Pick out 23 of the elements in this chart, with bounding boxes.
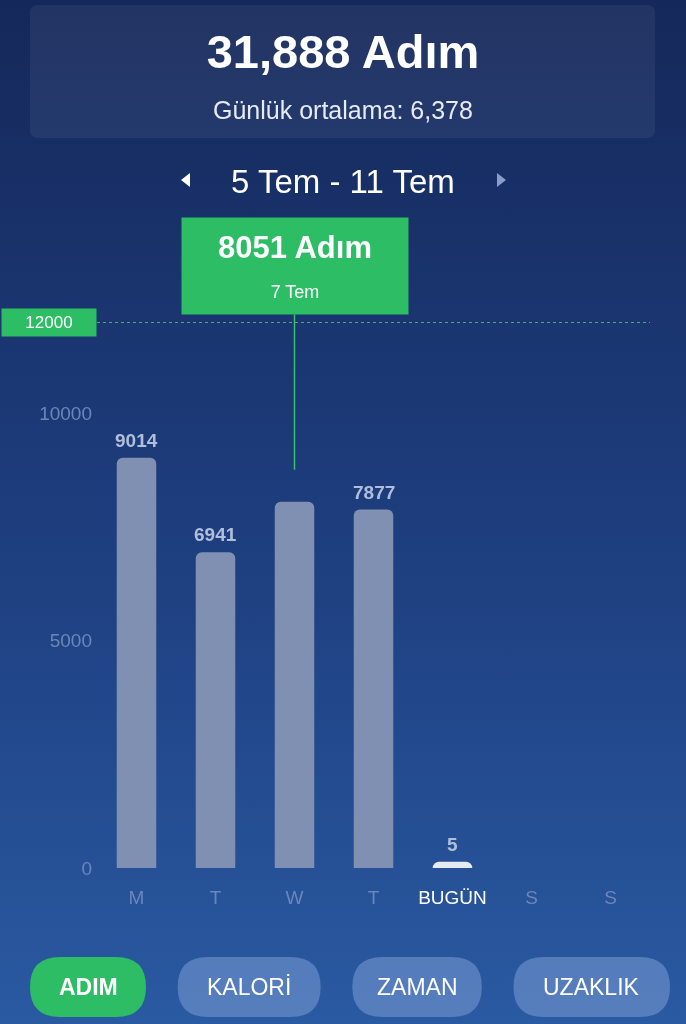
x-tick-label: M: [128, 887, 145, 908]
chart-title: 31,888 Adım: [206, 25, 480, 79]
data-label: 9014: [115, 430, 158, 451]
data-label: 5: [447, 834, 458, 855]
text: UZAKLIK: [543, 974, 640, 1000]
y-tick-label: 0: [81, 857, 92, 879]
x-tick-label: S: [525, 887, 538, 908]
x-tick-label: T: [367, 887, 380, 908]
x-tick-label: T: [209, 887, 222, 908]
y-tick-label: 10000: [39, 402, 92, 424]
data-label: 6941: [194, 524, 237, 545]
x-tick-label: S: [604, 887, 617, 908]
chart-subtitle: Günlük ortalama: 6,378: [213, 96, 473, 124]
text: ZAMAN: [377, 974, 458, 1000]
text: 5 Tem - 11 Tem: [231, 163, 455, 200]
annotation: 8051 Adım 7 Tem: [218, 230, 372, 303]
data-label: 7877: [353, 482, 396, 503]
y-tick-label: 5000: [49, 630, 92, 652]
text: ADIM: [59, 974, 118, 1000]
text: KALORİ: [207, 974, 292, 1000]
x-tick-label: BUGÜN: [418, 887, 487, 908]
x-tick-label: W: [285, 887, 304, 908]
ref-line-label: 12000: [25, 313, 73, 332]
